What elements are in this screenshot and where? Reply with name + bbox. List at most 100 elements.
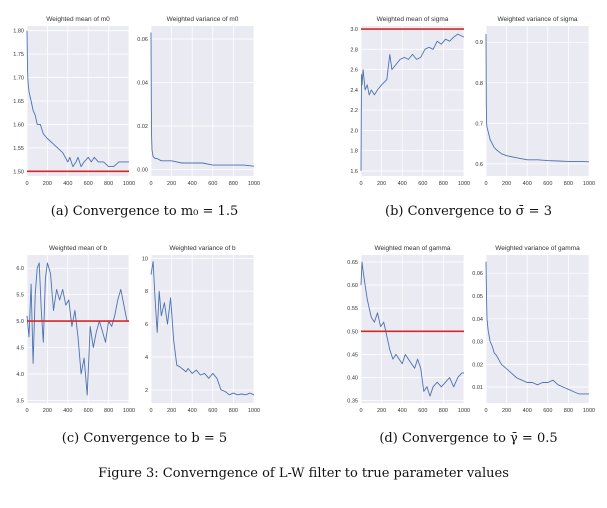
y-tick-label: 1.75: [13, 52, 24, 58]
x-tick-label: 600: [84, 408, 93, 414]
figure-caption: Figure 3: Converngence of L-W filter to …: [98, 466, 509, 481]
plot-background: [151, 26, 254, 176]
x-tick-label: 200: [43, 408, 52, 414]
x-tick-label: 800: [439, 181, 448, 187]
x-tick-label: 600: [84, 181, 93, 187]
x-tick-label: 600: [418, 408, 427, 414]
x-tick-label: 0: [25, 408, 28, 414]
x-tick-label: 800: [564, 181, 573, 187]
y-tick-label: 0.65: [347, 260, 358, 266]
x-tick-label: 0: [359, 408, 362, 414]
subcaption-c: (c) Convergence to b = 5: [61, 431, 228, 446]
x-tick-label: 400: [398, 408, 407, 414]
plot-background: [151, 255, 254, 403]
chart-8: Weighted variance of gamma 0 200 400 600 800 1…: [472, 245, 595, 414]
x-tick-label: 400: [188, 408, 197, 414]
chart-5: Weighted mean of b 0 200 400 600 800 1000 3.5 4.…: [16, 245, 135, 414]
plot-background: [361, 26, 464, 176]
y-tick-label: 1.60: [13, 122, 24, 128]
y-tick-label: 8: [145, 289, 148, 295]
x-tick-label: 1000: [458, 408, 470, 414]
y-tick-label: 0.35: [347, 399, 358, 405]
y-tick-label: 1.8: [350, 149, 358, 155]
x-tick-label: 600: [543, 408, 552, 414]
x-tick-label: 800: [104, 408, 113, 414]
x-tick-label: 0: [25, 181, 28, 187]
y-tick-label: 0.06: [472, 271, 483, 277]
plot-background: [486, 255, 589, 403]
x-tick-label: 0: [149, 181, 152, 187]
series-line: [150, 261, 255, 396]
subcaption-b: (b) Convergence to σ̄ = 3: [385, 204, 552, 219]
y-tick-label: 0.40: [347, 376, 358, 382]
plot-background: [361, 255, 464, 403]
y-tick-label: 4: [145, 355, 148, 361]
y-tick-label: 1.55: [13, 146, 24, 152]
y-tick-label: 1.50: [13, 169, 24, 175]
chart-title: Weighted variance of sigma: [497, 16, 577, 23]
series-line: [26, 30, 129, 168]
y-tick-label: 2.2: [350, 108, 358, 114]
x-tick-label: 400: [523, 408, 532, 414]
x-tick-label: 1000: [583, 408, 595, 414]
y-tick-label: 0.8: [475, 81, 483, 87]
y-tick-label: 2.4: [350, 88, 358, 94]
chart-title: Weighted variance of gamma: [495, 245, 580, 252]
x-tick-label: 0: [484, 408, 487, 414]
y-tick-label: 2.6: [350, 68, 358, 74]
y-tick-label: 0.04: [472, 317, 483, 323]
x-tick-label: 800: [229, 408, 238, 414]
x-tick-label: 0: [149, 408, 152, 414]
y-tick-label: 0.03: [472, 340, 483, 346]
y-tick-label: 10: [142, 256, 148, 262]
y-tick-label: 2.8: [350, 47, 358, 53]
y-tick-label: 4.0: [16, 372, 24, 378]
x-tick-label: 400: [398, 181, 407, 187]
y-tick-label: 4.5: [16, 346, 24, 352]
x-tick-label: 600: [418, 181, 427, 187]
y-tick-label: 1.65: [13, 99, 24, 105]
series-line: [485, 34, 590, 163]
chart-7: Weighted mean of gamma 0 200 400 600 800 1000 0…: [347, 245, 470, 414]
chart-title: Weighted variance of m0: [167, 16, 239, 23]
y-tick-label: 0.04: [137, 81, 148, 87]
y-tick-label: 6: [145, 322, 148, 328]
x-tick-label: 800: [439, 408, 448, 414]
chart-1: Weighted mean of m0 0 200 400 600 800 1000 1.50…: [13, 16, 135, 187]
x-tick-label: 200: [167, 408, 176, 414]
y-tick-label: 0.6: [475, 162, 483, 168]
y-tick-label: 0.45: [347, 352, 358, 358]
y-tick-label: 0.60: [347, 283, 358, 289]
chart-title: Weighted mean of sigma: [377, 16, 449, 23]
x-tick-label: 200: [377, 181, 386, 187]
y-tick-label: 1.6: [350, 169, 358, 175]
x-tick-label: 800: [104, 181, 113, 187]
x-tick-label: 200: [502, 408, 511, 414]
x-tick-label: 1000: [123, 181, 135, 187]
subcaption-a: (a) Convergence to m₀ = 1.5: [50, 204, 239, 219]
subcaption-d: (d) Convergence to γ̄ = 0.5: [379, 431, 558, 446]
x-tick-label: 200: [377, 408, 386, 414]
chart-title: Weighted mean of gamma: [374, 245, 450, 252]
y-tick-label: 0.55: [347, 306, 358, 312]
x-tick-label: 200: [43, 181, 52, 187]
x-tick-label: 800: [229, 181, 238, 187]
y-tick-label: 0.02: [137, 124, 148, 130]
y-tick-label: 1.70: [13, 76, 24, 82]
y-tick-label: 0.00: [137, 167, 148, 173]
series-line: [26, 262, 129, 396]
chart-title: Weighted mean of b: [49, 245, 107, 252]
x-tick-label: 200: [167, 181, 176, 187]
x-tick-label: 1000: [248, 408, 260, 414]
y-tick-label: 0.9: [475, 40, 483, 46]
y-tick-label: 0.01: [472, 385, 483, 391]
x-tick-label: 1000: [583, 181, 595, 187]
x-tick-label: 600: [208, 181, 217, 187]
x-tick-label: 1000: [248, 181, 260, 187]
chart-title: Weighted variance of b: [169, 245, 236, 252]
y-tick-label: 2: [145, 388, 148, 394]
series-line: [150, 32, 255, 167]
x-tick-label: 400: [63, 408, 72, 414]
chart-3: Weighted mean of sigma 0 200 400 600 800 1000 1…: [350, 16, 470, 187]
x-tick-label: 600: [543, 181, 552, 187]
